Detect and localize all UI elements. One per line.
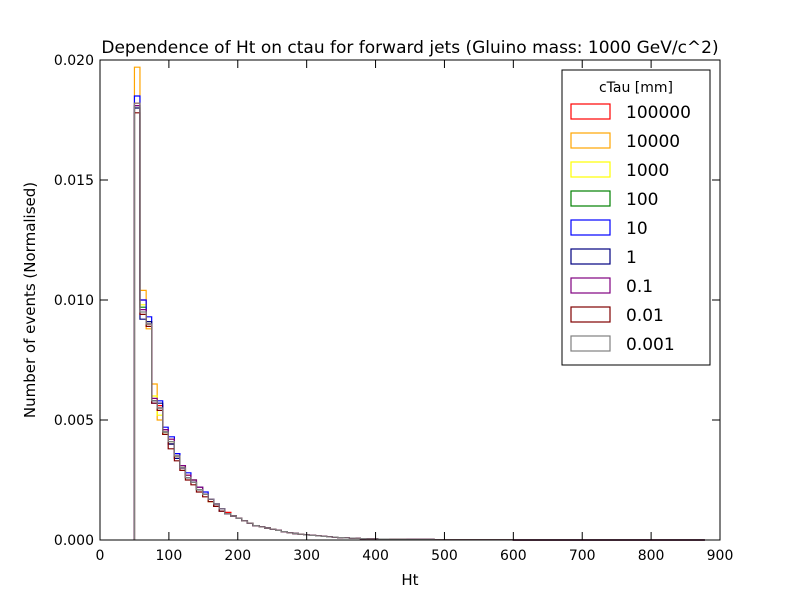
- legend-entries: 100000 10000 1000 100 10 1 0.1 0.01 0.001: [570, 103, 691, 355]
- legend: cTau [mm] 100000 10000 1000 100 10 1 0.1 0.01 0.…: [561, 69, 711, 366]
- legend-label-8: 0.01: [626, 306, 664, 326]
- x-tick-label: 800: [638, 548, 665, 564]
- legend-swatch-3: [570, 161, 611, 178]
- legend-swatch-4: [570, 190, 611, 207]
- y-tick-label: 0.010: [54, 293, 94, 309]
- x-tick-label: 400: [362, 548, 389, 564]
- x-tick-label: 0: [96, 548, 105, 564]
- x-tick-label: 900: [707, 548, 734, 564]
- legend-title: cTau [mm]: [599, 80, 673, 96]
- x-axis-ticks: 0 100 200 300 400 500 600 700 800 900: [96, 60, 734, 564]
- legend-swatch-8: [570, 306, 611, 323]
- x-tick-label: 700: [569, 548, 596, 564]
- legend-label-5: 10: [626, 219, 648, 239]
- legend-swatch-7: [570, 277, 611, 294]
- y-axis-label: Number of events (Normalised): [21, 182, 39, 418]
- legend-label-3: 1000: [626, 161, 669, 181]
- y-axis-ticks: 0.000 0.005 0.010 0.015 0.020: [54, 53, 720, 549]
- chart-title: Dependence of Ht on ctau for forward jet…: [101, 38, 718, 58]
- y-tick-label: 0.000: [54, 533, 94, 549]
- legend-swatch-9: [570, 335, 611, 352]
- x-axis-label: Ht: [401, 571, 418, 589]
- legend-label-2: 10000: [626, 132, 680, 152]
- legend-swatch-1: [570, 103, 611, 120]
- y-tick-label: 0.005: [54, 413, 94, 429]
- y-tick-label: 0.020: [54, 53, 94, 69]
- legend-swatch-5: [570, 219, 611, 236]
- legend-label-4: 100: [626, 190, 658, 210]
- x-tick-label: 100: [156, 548, 183, 564]
- legend-label-9: 0.001: [626, 335, 675, 355]
- legend-swatch-6: [570, 248, 611, 265]
- legend-label-7: 0.1: [626, 277, 653, 297]
- x-tick-label: 600: [500, 548, 527, 564]
- y-tick-label: 0.015: [54, 173, 94, 189]
- x-tick-label: 300: [293, 548, 320, 564]
- legend-label-6: 1: [626, 248, 637, 268]
- x-tick-label: 500: [431, 548, 458, 564]
- legend-swatch-2: [570, 132, 611, 149]
- x-tick-label: 200: [224, 548, 251, 564]
- legend-label-1: 100000: [626, 103, 691, 123]
